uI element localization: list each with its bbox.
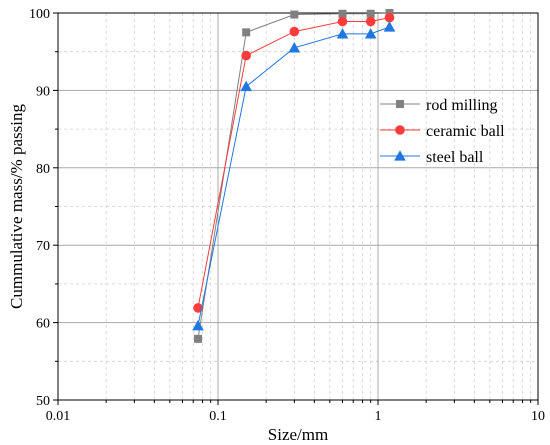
legend: rod milling ceramic ball steel ball	[380, 97, 505, 166]
series-rod-milling	[194, 9, 394, 343]
x-tick-label: 1	[375, 409, 382, 424]
legend-item: steel ball	[380, 149, 484, 166]
y-tick-label: 70	[36, 239, 50, 254]
data-point	[383, 21, 396, 32]
axis-ticks: 0.01 0.1 1 10 50 60 70 80 90 100	[29, 7, 545, 424]
series-ceramic-ball	[193, 12, 395, 313]
legend-item: ceramic ball	[380, 123, 505, 140]
data-point	[394, 150, 406, 161]
series-steel-ball	[192, 21, 396, 331]
grid	[57, 12, 539, 401]
data-point	[290, 10, 299, 19]
data-point	[289, 26, 300, 37]
legend-label: ceramic ball	[426, 123, 505, 140]
data-point	[194, 334, 203, 343]
series-line	[197, 12, 390, 339]
data-point	[336, 28, 349, 39]
y-tick-label: 80	[36, 162, 50, 177]
data-point	[366, 9, 375, 18]
series-line	[197, 17, 390, 308]
data-point	[288, 42, 301, 53]
x-tick-label: 0.01	[46, 409, 71, 424]
series-line	[197, 26, 390, 326]
x-tick-label: 0.1	[209, 409, 227, 424]
legend-label: steel ball	[426, 149, 484, 166]
data-point	[242, 28, 251, 37]
x-axis-title: Size/mm	[268, 425, 328, 444]
legend-label: rod milling	[426, 97, 498, 114]
data-point	[338, 9, 347, 18]
y-axis-title: Cummulative mass/% passing	[7, 104, 26, 309]
data-point	[337, 16, 348, 27]
data-point	[365, 16, 376, 27]
data-point	[396, 100, 404, 108]
data-point	[240, 80, 252, 92]
legend-item: rod milling	[380, 97, 498, 114]
data-point	[364, 28, 377, 39]
series-layer	[192, 9, 396, 343]
data-point	[192, 319, 204, 331]
data-point	[193, 303, 203, 313]
x-tick-label: 10	[531, 409, 545, 424]
data-point	[241, 50, 251, 61]
data-point	[395, 125, 405, 135]
y-tick-label: 50	[36, 394, 50, 409]
y-tick-label: 60	[36, 317, 50, 332]
data-point	[384, 12, 395, 23]
y-tick-label: 90	[36, 84, 50, 99]
y-tick-label: 100	[29, 7, 50, 22]
